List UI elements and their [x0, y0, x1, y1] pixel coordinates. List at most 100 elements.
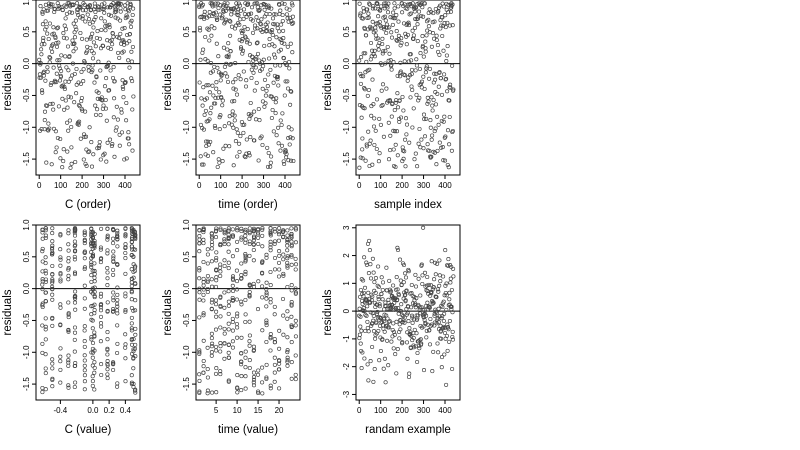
data-point	[285, 260, 290, 265]
data-point	[446, 10, 451, 15]
data-point	[129, 59, 134, 64]
data-point	[361, 74, 366, 79]
data-point	[133, 233, 138, 238]
data-point	[40, 249, 45, 254]
data-points	[37, 1, 136, 170]
data-point	[116, 35, 122, 41]
data-point	[97, 36, 102, 41]
data-point	[121, 49, 126, 54]
data-point	[76, 102, 81, 108]
data-point	[386, 319, 391, 324]
data-point	[218, 226, 223, 231]
data-point	[417, 346, 422, 351]
data-point	[128, 24, 134, 29]
data-point	[414, 63, 419, 68]
data-point	[222, 3, 227, 8]
data-point	[275, 77, 280, 82]
data-point	[289, 233, 294, 238]
data-point	[264, 339, 269, 345]
data-point	[285, 355, 290, 360]
data-point	[64, 36, 69, 41]
data-point	[129, 237, 135, 242]
data-point	[420, 281, 425, 287]
data-point	[225, 79, 231, 84]
data-point	[450, 334, 455, 340]
data-point	[448, 276, 453, 281]
data-point	[235, 226, 240, 231]
data-point	[284, 12, 289, 17]
x-axis-title: time (order)	[218, 199, 278, 211]
data-point	[389, 62, 394, 67]
data-point	[379, 62, 384, 68]
data-point	[83, 19, 88, 24]
data-point	[230, 276, 235, 281]
data-point	[43, 337, 48, 342]
data-point	[66, 255, 71, 261]
data-point	[358, 71, 363, 76]
data-point	[127, 39, 132, 44]
data-point	[241, 16, 246, 21]
data-point	[289, 340, 294, 345]
data-point	[433, 102, 439, 107]
data-point	[207, 10, 212, 15]
data-point	[406, 269, 411, 274]
data-point	[82, 358, 87, 363]
data-point	[377, 19, 382, 24]
data-point	[62, 84, 67, 89]
data-point	[234, 279, 240, 284]
data-point	[60, 165, 65, 170]
data-point	[260, 142, 265, 148]
y-tick-label: 1.0	[182, 0, 191, 6]
data-point	[247, 293, 252, 298]
data-point	[89, 227, 94, 232]
data-point	[131, 6, 136, 11]
data-point	[235, 385, 240, 390]
data-point	[57, 58, 62, 63]
y-tick-label: 0.0	[342, 58, 351, 70]
data-point	[380, 82, 386, 87]
y-tick-label: -0.5	[22, 313, 31, 327]
chart-panel-3: 0 100 200 300 400-1.5-1.0-0.50.00.51.0sample…	[322, 0, 461, 211]
data-point	[55, 26, 60, 31]
data-point	[277, 249, 282, 254]
data-point	[213, 284, 219, 289]
data-point	[50, 277, 55, 282]
data-point	[124, 118, 129, 123]
data-point	[53, 150, 58, 155]
data-point	[404, 132, 409, 137]
data-point	[442, 293, 447, 298]
data-point	[230, 233, 235, 238]
data-point	[251, 284, 257, 289]
data-point	[226, 342, 231, 347]
data-point	[197, 80, 202, 85]
data-point	[209, 331, 214, 336]
y-tick-label: 1.0	[342, 0, 351, 6]
data-point	[102, 10, 107, 15]
data-point	[444, 293, 449, 298]
data-point	[442, 352, 447, 357]
data-point	[406, 2, 411, 7]
data-point	[406, 374, 412, 380]
data-point	[226, 242, 231, 247]
data-point	[367, 238, 372, 243]
data-point	[64, 65, 69, 70]
data-point	[264, 296, 269, 301]
data-point	[214, 15, 219, 20]
data-point	[415, 164, 420, 169]
data-point	[256, 241, 261, 247]
y-tick-label: -1.0	[342, 120, 351, 134]
data-point	[425, 300, 430, 305]
data-point	[268, 229, 273, 234]
data-points	[357, 1, 456, 170]
data-point	[37, 72, 42, 77]
data-point	[91, 40, 96, 45]
data-point	[44, 24, 49, 29]
data-point	[214, 258, 219, 263]
data-point	[396, 4, 401, 9]
data-point	[418, 51, 423, 56]
data-point	[272, 340, 277, 345]
data-point	[50, 316, 55, 321]
data-point	[73, 159, 78, 165]
data-point	[43, 371, 48, 376]
data-point	[72, 254, 77, 259]
